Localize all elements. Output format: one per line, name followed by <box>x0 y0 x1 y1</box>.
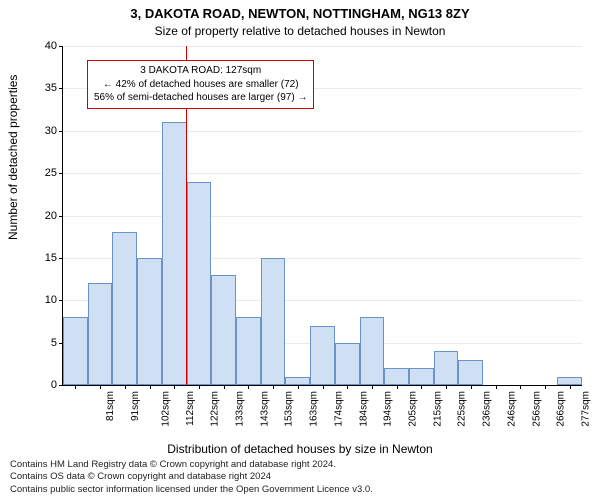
xtick-label: 163sqm <box>309 391 320 427</box>
histogram-bar <box>409 368 434 385</box>
xtick-mark <box>273 385 274 389</box>
xtick-mark <box>100 385 101 389</box>
xtick-label: 256sqm <box>531 391 542 427</box>
ytick-mark <box>59 300 63 301</box>
histogram-bar <box>310 326 335 385</box>
xtick-mark <box>150 385 151 389</box>
xtick-mark <box>397 385 398 389</box>
chart-title-line1: 3, DAKOTA ROAD, NEWTON, NOTTINGHAM, NG13… <box>0 6 600 21</box>
xtick-label: 236sqm <box>482 391 493 427</box>
xtick-label: 277sqm <box>581 391 592 427</box>
histogram-bar <box>285 377 310 385</box>
xtick-label: 205sqm <box>408 391 419 427</box>
y-axis-label: Number of detached properties <box>6 75 20 240</box>
xtick-mark <box>248 385 249 389</box>
ytick-mark <box>59 88 63 89</box>
xtick-mark <box>347 385 348 389</box>
x-axis-label: Distribution of detached houses by size … <box>0 442 600 456</box>
xtick-label: 266sqm <box>556 391 567 427</box>
xtick-mark <box>520 385 521 389</box>
histogram-bar <box>112 232 137 385</box>
xtick-label: 174sqm <box>333 391 344 427</box>
xtick-label: 91sqm <box>130 391 141 421</box>
ytick-mark <box>59 216 63 217</box>
histogram-bar <box>88 283 113 385</box>
grid-line <box>63 46 582 47</box>
annotation-line3: 56% of semi-detached houses are larger (… <box>94 91 307 105</box>
xtick-label: 184sqm <box>358 391 369 427</box>
xtick-label: 122sqm <box>210 391 221 427</box>
xtick-mark <box>372 385 373 389</box>
footer-line2: Contains OS data © Crown copyright and d… <box>10 471 373 483</box>
grid-line <box>63 216 582 217</box>
annotation-line2: ← 42% of detached houses are smaller (72… <box>94 78 307 92</box>
histogram-bar <box>211 275 236 385</box>
xtick-mark <box>496 385 497 389</box>
histogram-plot: 051015202530354081sqm91sqm102sqm112sqm12… <box>62 46 582 386</box>
xtick-mark <box>298 385 299 389</box>
xtick-mark <box>421 385 422 389</box>
histogram-bar <box>458 360 483 385</box>
xtick-mark <box>75 385 76 389</box>
ytick-mark <box>59 46 63 47</box>
reference-annotation: 3 DAKOTA ROAD: 127sqm ← 42% of detached … <box>87 60 314 109</box>
histogram-bar <box>236 317 261 385</box>
grid-line <box>63 173 582 174</box>
ytick-mark <box>59 173 63 174</box>
xtick-mark <box>446 385 447 389</box>
ytick-mark <box>59 131 63 132</box>
chart-title-line2: Size of property relative to detached ho… <box>0 24 600 38</box>
xtick-label: 225sqm <box>457 391 468 427</box>
xtick-mark <box>323 385 324 389</box>
annotation-line1: 3 DAKOTA ROAD: 127sqm <box>94 64 307 78</box>
histogram-bar <box>187 182 212 385</box>
histogram-bar <box>63 317 88 385</box>
ytick-mark <box>59 258 63 259</box>
histogram-bar <box>557 377 582 385</box>
xtick-mark <box>199 385 200 389</box>
histogram-bar <box>261 258 286 385</box>
footer-line3: Contains public sector information licen… <box>10 484 373 496</box>
xtick-mark <box>224 385 225 389</box>
xtick-mark <box>174 385 175 389</box>
histogram-bar <box>335 343 360 385</box>
histogram-bar <box>162 122 187 385</box>
xtick-mark <box>545 385 546 389</box>
histogram-bar <box>384 368 409 385</box>
histogram-bar <box>137 258 162 385</box>
xtick-label: 194sqm <box>383 391 394 427</box>
xtick-label: 81sqm <box>105 391 116 421</box>
xtick-label: 215sqm <box>432 391 443 427</box>
histogram-bar <box>360 317 385 385</box>
xtick-label: 246sqm <box>506 391 517 427</box>
ytick-mark <box>59 385 63 386</box>
xtick-label: 133sqm <box>235 391 246 427</box>
histogram-bar <box>434 351 459 385</box>
xtick-label: 153sqm <box>284 391 295 427</box>
xtick-label: 102sqm <box>160 391 171 427</box>
xtick-label: 112sqm <box>184 391 195 426</box>
xtick-mark <box>471 385 472 389</box>
xtick-label: 143sqm <box>259 391 270 427</box>
footer-line1: Contains HM Land Registry data © Crown c… <box>10 459 373 471</box>
xtick-mark <box>125 385 126 389</box>
grid-line <box>63 131 582 132</box>
xtick-mark <box>570 385 571 389</box>
license-footer: Contains HM Land Registry data © Crown c… <box>10 459 373 496</box>
